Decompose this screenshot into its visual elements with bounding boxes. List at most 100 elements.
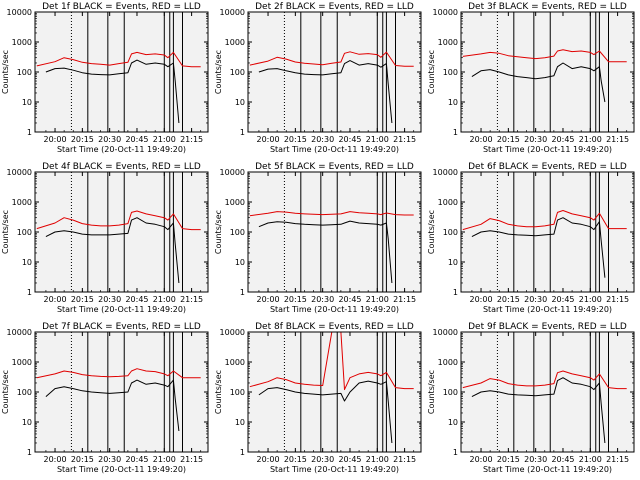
- x-tick-label: 21:00: [366, 455, 389, 464]
- plot-frame: [460, 11, 635, 133]
- y-tick-label: 100: [17, 68, 32, 77]
- x-tick-label: 21:00: [366, 295, 389, 304]
- y-tick-label: 1000: [12, 358, 32, 367]
- y-tick-label: 100: [230, 228, 245, 237]
- panel-title: Det 5f BLACK = Events, RED = LLD: [255, 162, 414, 172]
- y-tick-label: 10000: [433, 328, 458, 337]
- x-axis-label: Start Time (20-Oct-11 19:49:20): [57, 145, 186, 154]
- y-tick-label: 10: [235, 418, 245, 427]
- x-tick-label: 20:45: [125, 135, 148, 144]
- panel-7: Det 7f BLACK = Events, RED = LLD 1 10 100 10…: [1, 322, 209, 474]
- series-line-events: [45, 217, 180, 284]
- series-line-lld: [462, 49, 627, 63]
- y-tick-label: 1: [453, 448, 458, 457]
- y-tick-label: 10000: [433, 8, 458, 17]
- x-tick-label: 20:30: [524, 135, 547, 144]
- plot-background: [35, 12, 208, 132]
- y-axis-label: Counts/sec: [214, 50, 223, 94]
- panel-title: Det 1f BLACK = Events, RED = LLD: [42, 2, 201, 12]
- x-tick-label: 20:30: [311, 135, 334, 144]
- y-tick-label: 1000: [438, 358, 458, 367]
- series-line-lld: [249, 211, 414, 217]
- y-tick-label: 10: [22, 98, 32, 107]
- y-tick-label: 10: [235, 258, 245, 267]
- x-tick-label: 21:00: [153, 295, 176, 304]
- y-axis-label: Counts/sec: [214, 210, 223, 254]
- x-tick-label: 21:00: [579, 295, 602, 304]
- y-tick-label: 1: [27, 448, 32, 457]
- x-tick-label: 20:00: [44, 135, 67, 144]
- series-line-lld: [36, 51, 201, 68]
- y-tick-label: 1: [27, 128, 32, 137]
- x-tick-label: 20:15: [497, 295, 520, 304]
- y-axis-label: Counts/sec: [427, 370, 436, 414]
- y-tick-label: 10000: [7, 168, 32, 177]
- x-tick-label: 21:00: [579, 135, 602, 144]
- x-tick-label: 20:30: [311, 295, 334, 304]
- y-tick-label: 1: [240, 128, 245, 137]
- y-tick-label: 100: [443, 68, 458, 77]
- x-tick-label: 21:00: [153, 455, 176, 464]
- y-tick-label: 10: [448, 418, 458, 427]
- series-line-events: [471, 217, 606, 278]
- y-tick-label: 10: [448, 258, 458, 267]
- series-line-events: [45, 59, 180, 124]
- y-tick-label: 1: [453, 288, 458, 297]
- y-tick-label: 10: [235, 98, 245, 107]
- x-tick-label: 20:00: [44, 455, 67, 464]
- y-axis-label: Counts/sec: [1, 210, 10, 254]
- x-tick-label: 21:15: [180, 135, 203, 144]
- x-tick-label: 20:00: [470, 295, 493, 304]
- panel-3: Det 3f BLACK = Events, RED = LLD 1 10 100 10…: [427, 2, 635, 154]
- x-tick-label: 20:45: [551, 135, 574, 144]
- panel-9: Det 9f BLACK = Events, RED = LLD 1 10 100 10…: [427, 322, 635, 474]
- y-tick-label: 100: [230, 68, 245, 77]
- plot-background: [248, 332, 421, 452]
- x-tick-label: 21:00: [579, 455, 602, 464]
- x-tick-label: 20:45: [125, 455, 148, 464]
- plot-background: [461, 332, 634, 452]
- y-axis-label: Counts/sec: [214, 370, 223, 414]
- x-tick-label: 20:45: [338, 455, 361, 464]
- y-tick-label: 10: [22, 418, 32, 427]
- y-tick-label: 1000: [225, 38, 245, 47]
- plot-frame: [34, 331, 209, 453]
- x-axis-label: Start Time (20-Oct-11 19:49:20): [270, 465, 399, 474]
- y-tick-label: 1000: [12, 38, 32, 47]
- plot-frame: [34, 171, 209, 293]
- x-tick-label: 20:45: [551, 295, 574, 304]
- x-axis-label: Start Time (20-Oct-11 19:49:20): [270, 305, 399, 314]
- x-tick-label: 20:45: [338, 295, 361, 304]
- panel-title: Det 2f BLACK = Events, RED = LLD: [255, 2, 414, 12]
- x-tick-label: 21:15: [393, 455, 416, 464]
- plot-background: [35, 172, 208, 292]
- x-tick-label: 21:00: [366, 135, 389, 144]
- x-tick-label: 20:00: [257, 455, 280, 464]
- x-tick-label: 20:30: [311, 455, 334, 464]
- panel-title: Det 7f BLACK = Events, RED = LLD: [42, 322, 201, 332]
- y-axis-label: Counts/sec: [427, 50, 436, 94]
- x-axis-label: Start Time (20-Oct-11 19:49:20): [57, 465, 186, 474]
- plot-frame: [247, 331, 422, 453]
- x-tick-label: 20:30: [98, 295, 121, 304]
- x-tick-label: 21:15: [393, 135, 416, 144]
- y-tick-label: 100: [17, 388, 32, 397]
- y-tick-label: 1: [240, 288, 245, 297]
- x-tick-label: 21:15: [606, 135, 629, 144]
- x-tick-label: 20:15: [497, 135, 520, 144]
- panel-2: Det 2f BLACK = Events, RED = LLD 1 10 100 10…: [214, 2, 422, 154]
- plot-frame: [460, 331, 635, 453]
- y-tick-label: 1000: [438, 198, 458, 207]
- plot-frame: [247, 171, 422, 293]
- panel-1: Det 1f BLACK = Events, RED = LLD 1 10 100 10…: [1, 2, 209, 154]
- y-tick-label: 100: [443, 388, 458, 397]
- y-tick-label: 10000: [220, 8, 245, 17]
- series-line-events: [258, 60, 393, 124]
- x-tick-label: 20:45: [551, 455, 574, 464]
- x-tick-label: 21:15: [606, 295, 629, 304]
- series-line-lld: [36, 368, 201, 379]
- y-tick-label: 100: [443, 228, 458, 237]
- panel-5: Det 5f BLACK = Events, RED = LLD 1 10 100 10…: [214, 162, 422, 314]
- series-line-lld: [462, 370, 627, 390]
- series-line-lld: [462, 210, 627, 231]
